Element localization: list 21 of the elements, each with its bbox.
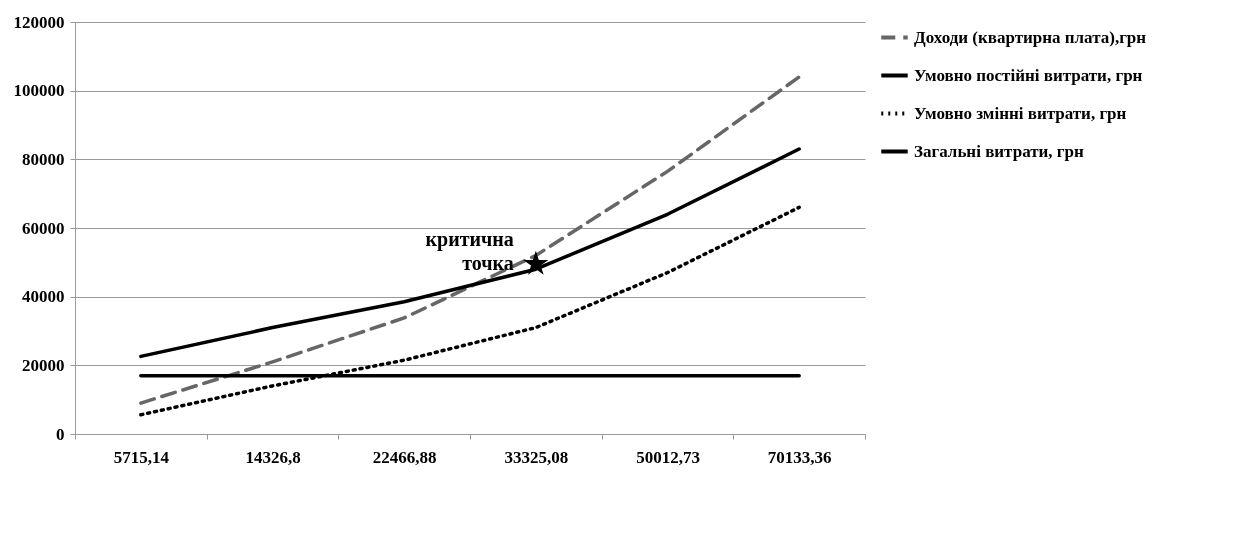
x-tick-label: 22466,88	[372, 447, 437, 467]
x-tick-label: 50012,73	[636, 447, 700, 467]
y-tick-label: 120000	[13, 12, 65, 32]
y-tick-label: 80000	[22, 149, 65, 169]
legend-label: Умовно постійні витрати, грн	[914, 65, 1143, 85]
line-series	[139, 75, 801, 405]
annotation: критична точка	[425, 228, 514, 275]
line-series	[139, 147, 801, 359]
x-tick-label: 5715,14	[113, 447, 170, 467]
y-tick-label: 100000	[13, 81, 65, 101]
line-series	[139, 205, 801, 417]
x-tick-label: 33325,08	[504, 447, 569, 467]
y-tick-label: 60000	[22, 218, 65, 238]
legend-label: Умовно змінні витрати, грн	[914, 103, 1127, 123]
y-tick-label: 0	[56, 424, 65, 444]
x-tick-label: 70133,36	[767, 447, 832, 467]
legend-label: Доходи (квартирна плата),грн	[914, 27, 1147, 47]
y-tick-label: 40000	[22, 287, 65, 307]
x-tick-label: 14326,8	[245, 447, 301, 467]
legend-label: Загальні витрати, грн	[914, 141, 1085, 161]
y-tick-label: 20000	[22, 355, 65, 375]
